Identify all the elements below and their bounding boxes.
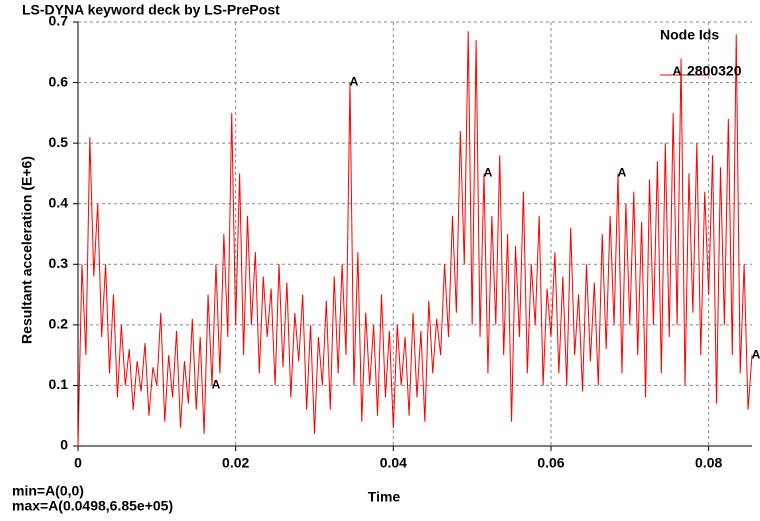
curve-marker: A	[618, 166, 627, 180]
curve-marker: A	[484, 166, 493, 180]
y-axis-label: Resultant acceleration (E+6)	[19, 156, 35, 344]
y-tick-label: 0.1	[49, 376, 69, 392]
y-tick-label: 0.3	[49, 255, 69, 271]
annotation-min: min=A(0,0)	[12, 483, 84, 499]
legend-marker: A	[673, 64, 682, 78]
chart-title: LS-DYNA keyword deck by LS-PrePost	[22, 2, 280, 18]
y-tick-label: 0.6	[49, 73, 69, 89]
curve-marker: A	[752, 347, 760, 361]
legend-label: 2800320	[687, 63, 742, 79]
curve-marker: A	[212, 378, 221, 392]
x-tick-label: 0.04	[380, 455, 407, 471]
y-tick-label: 0.7	[49, 13, 69, 29]
data-line	[77, 31, 753, 447]
x-tick-label: 0	[74, 455, 82, 471]
y-tick-label: 0.2	[49, 316, 69, 332]
legend-title: Node Ids	[660, 27, 719, 43]
y-tick-label: 0	[60, 437, 68, 453]
y-tick-label: 0.5	[49, 134, 69, 150]
curve-marker: A	[350, 75, 359, 89]
x-tick-label: 0.02	[222, 455, 249, 471]
x-tick-label: 0.06	[537, 455, 564, 471]
annotation-max: max=A(0.0498,6.85e+05)	[12, 498, 173, 514]
x-tick-label: 0.08	[695, 455, 722, 471]
y-tick-label: 0.4	[49, 194, 69, 210]
x-axis-label: Time	[368, 489, 401, 505]
